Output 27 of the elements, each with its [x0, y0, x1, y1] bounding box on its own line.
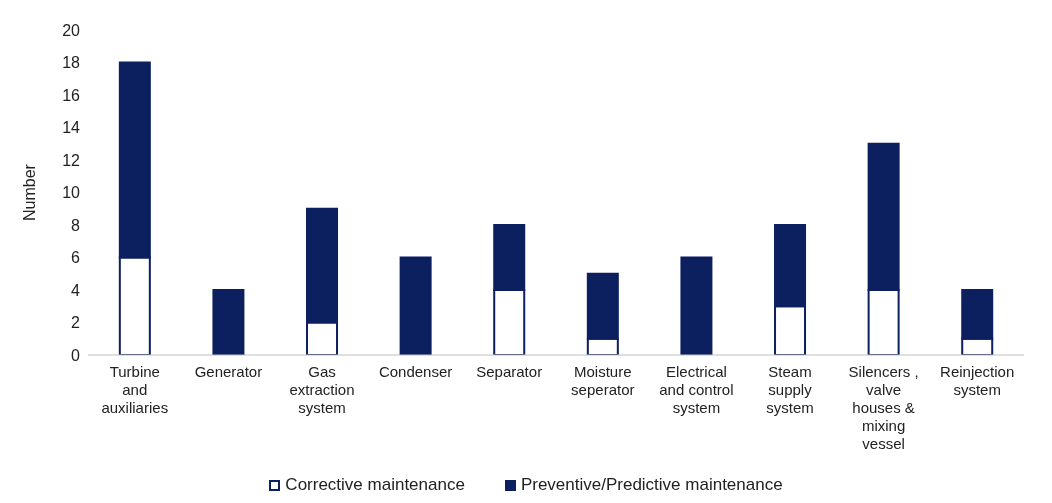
y-tick-label: 10	[62, 184, 81, 202]
y-tick-label: 6	[71, 249, 81, 267]
x-tick-label: Gas extraction system	[289, 363, 355, 416]
x-tick-label: Moisture seperator	[571, 363, 635, 398]
x-tick-label: Separator	[476, 363, 543, 380]
x-tick-label: Electrical and control system	[659, 363, 734, 416]
x-tick-label: Reinjection system	[940, 363, 1015, 398]
bar	[680, 256, 713, 355]
x-tick-label: Silencers , valve houses & mixing vessel	[848, 363, 919, 452]
y-tick-label: 20	[62, 21, 81, 39]
y-tick-label: 0	[71, 346, 81, 364]
y-tick-label: 4	[71, 281, 81, 299]
x-tick-label: Steam supply system	[766, 363, 814, 416]
y-tick-label: 8	[71, 216, 81, 234]
x-tick-label: Turbine and auxiliaries	[101, 363, 169, 416]
y-tick-label: 16	[62, 86, 81, 104]
legend-label: Preventive/Predictive maintenance	[519, 475, 783, 495]
x-tick-label: Generator	[194, 363, 263, 380]
bar	[399, 256, 432, 355]
legend-label: Corrective maintenance	[284, 475, 465, 495]
y-tick-label: 12	[62, 151, 81, 169]
bar	[212, 289, 245, 355]
y-tick-label: 14	[62, 119, 81, 137]
y-tick-label: 18	[62, 54, 81, 72]
y-tick-label: 2	[71, 314, 81, 332]
x-tick-label: Condenser	[378, 363, 453, 380]
y-axis-title: Number	[20, 163, 38, 221]
